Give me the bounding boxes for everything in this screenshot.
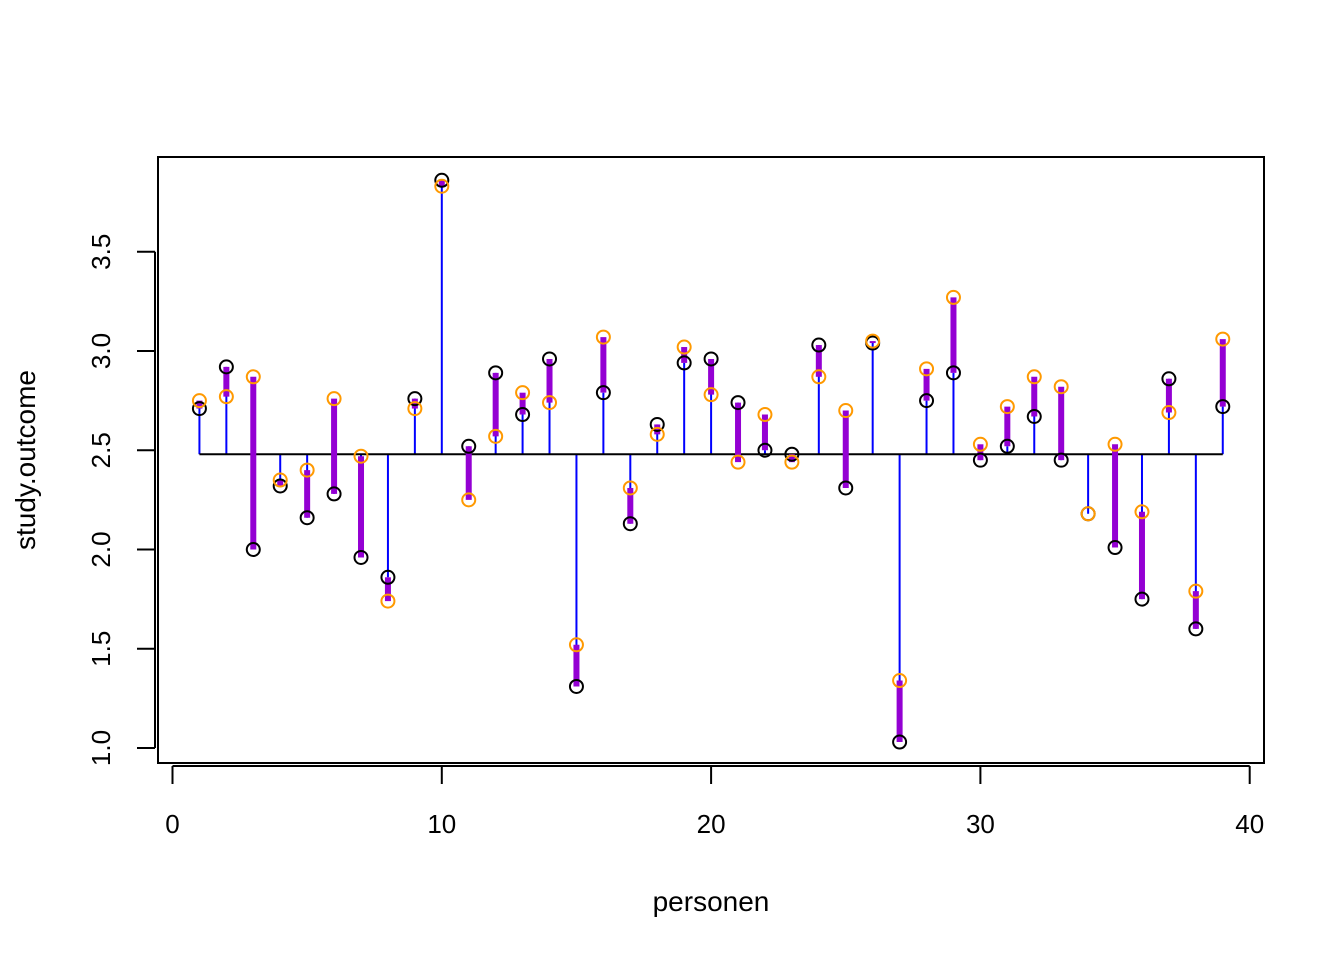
predicted-point xyxy=(811,369,827,385)
predicted-point xyxy=(676,339,692,355)
observed-point xyxy=(1107,540,1123,556)
plot-frame xyxy=(157,156,1265,764)
observed-point xyxy=(1161,371,1177,387)
observed-point xyxy=(945,365,961,381)
predicted-point xyxy=(272,472,288,488)
predicted-point xyxy=(380,593,396,609)
observed-point xyxy=(245,542,261,557)
x-tick-label: 0 xyxy=(165,809,179,839)
predicted-point xyxy=(1053,379,1069,395)
chart-marks xyxy=(191,172,1231,750)
observed-point xyxy=(703,351,719,367)
observed-point xyxy=(838,480,854,496)
x-tick-label: 20 xyxy=(697,809,726,839)
y-axis-title: study.outcome xyxy=(10,370,41,550)
x-axis: 0 10 20 30 40 xyxy=(165,765,1264,839)
predicted-point xyxy=(1107,436,1123,452)
predicted-point xyxy=(1215,331,1231,347)
predicted-point xyxy=(784,454,800,470)
y-tick-label: 2.5 xyxy=(86,432,116,468)
observed-point xyxy=(892,734,908,750)
predicted-point xyxy=(865,333,881,349)
predicted-point xyxy=(245,369,261,385)
observed-point xyxy=(1215,399,1231,415)
observed-point xyxy=(730,395,746,411)
predicted-point xyxy=(730,454,746,470)
observed-point xyxy=(299,510,315,526)
predicted-point xyxy=(434,178,450,194)
predicted-point xyxy=(945,289,961,305)
observed-point xyxy=(461,438,477,454)
x-tick-label: 30 xyxy=(966,809,995,839)
y-tick-label: 1.0 xyxy=(86,730,116,766)
observed-point xyxy=(1134,591,1150,607)
observed-point xyxy=(542,351,558,367)
predicted-point xyxy=(542,395,558,411)
observed-point xyxy=(191,401,207,417)
observed-point xyxy=(568,678,584,694)
observed-point xyxy=(1026,409,1042,425)
observed-point xyxy=(919,393,935,409)
predicted-point xyxy=(838,403,854,419)
observed-point xyxy=(515,407,531,423)
observed-point xyxy=(272,478,288,494)
predicted-point xyxy=(353,448,369,464)
observed-point xyxy=(784,446,800,462)
predicted-point xyxy=(1188,583,1204,599)
observed-point xyxy=(972,452,988,468)
observed-point xyxy=(353,549,369,565)
predicted-point xyxy=(488,428,504,444)
predicted-point xyxy=(595,329,611,345)
predicted-point xyxy=(1134,504,1150,520)
observed-point xyxy=(1053,452,1069,468)
predicted-point xyxy=(972,436,988,452)
observed-point xyxy=(407,391,423,407)
x-tick-label: 10 xyxy=(427,809,456,839)
y-tick-label: 3.0 xyxy=(86,333,116,369)
predicted-point xyxy=(892,673,908,689)
predicted-point xyxy=(407,401,423,417)
y-axis: 1.0 1.5 2.0 2.5 3.0 3.5 xyxy=(86,234,156,766)
predicted-point xyxy=(919,361,935,377)
predicted-point xyxy=(622,480,638,496)
observed-point xyxy=(488,365,504,381)
predicted-point xyxy=(757,407,773,423)
observed-point xyxy=(595,385,611,401)
observed-point xyxy=(326,486,342,502)
predicted-point xyxy=(703,387,719,403)
y-tick-label: 1.5 xyxy=(86,631,116,667)
observed-point xyxy=(434,172,450,188)
predicted-point xyxy=(326,391,342,407)
predicted-point xyxy=(568,637,584,653)
y-tick-label: 3.5 xyxy=(86,234,116,270)
observed-point xyxy=(218,359,234,375)
observed-point xyxy=(622,516,638,532)
y-tick-label: 2.0 xyxy=(86,531,116,567)
observed-point xyxy=(1188,621,1204,637)
predicted-point xyxy=(218,389,234,405)
predicted-point xyxy=(191,393,207,409)
observed-point xyxy=(676,355,692,371)
predicted-point xyxy=(1026,369,1042,385)
predicted-point xyxy=(999,399,1015,415)
observed-point xyxy=(649,416,665,432)
observed-point xyxy=(380,569,396,585)
predicted-point xyxy=(1080,506,1096,522)
x-tick-label: 40 xyxy=(1235,809,1264,839)
predicted-point xyxy=(1161,405,1177,421)
predicted-point xyxy=(299,462,315,478)
observed-point xyxy=(811,337,827,353)
predicted-point xyxy=(461,492,477,508)
predicted-point xyxy=(515,385,531,401)
observed-point xyxy=(757,442,773,458)
predicted-point xyxy=(649,426,665,442)
observed-point xyxy=(999,438,1015,454)
x-axis-title: personen xyxy=(653,886,770,917)
